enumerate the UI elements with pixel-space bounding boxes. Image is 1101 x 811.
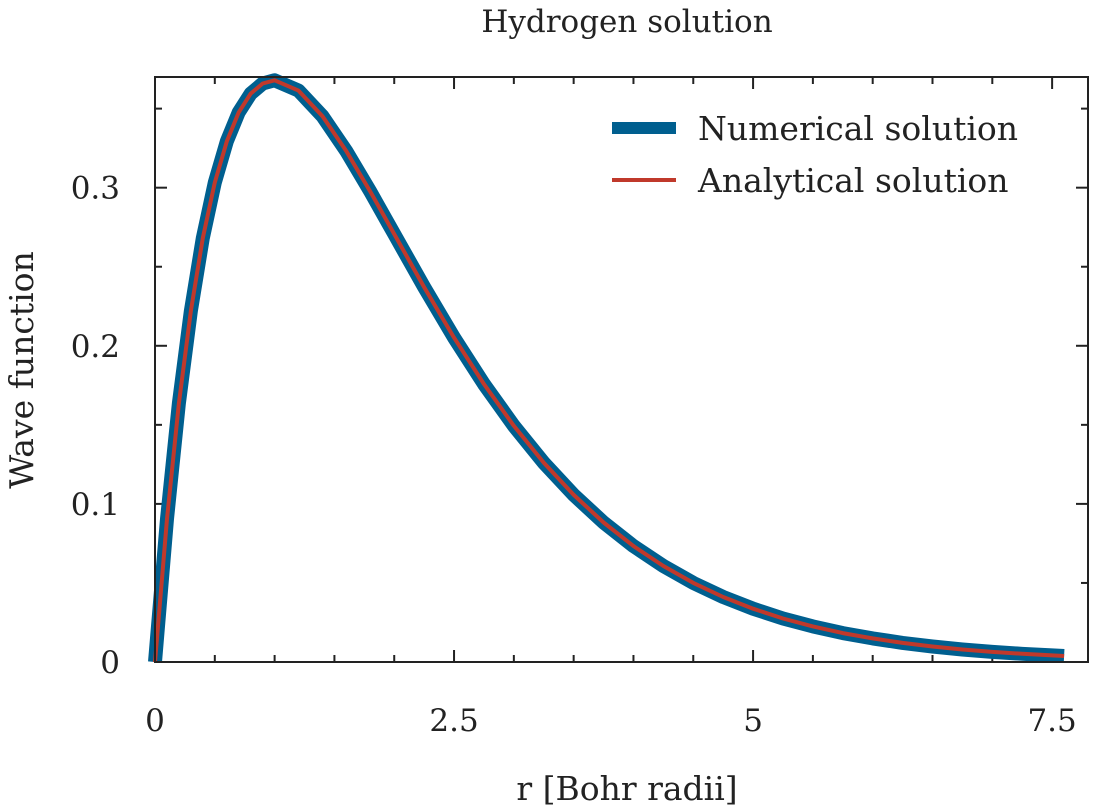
legend-label-numerical: Numerical solution: [698, 109, 1018, 148]
y-axis-label: Wave function: [2, 251, 41, 489]
x-tick-label: 7.5: [1027, 703, 1076, 739]
axis-tick-labels: 0 2.5 5 7.5 0 0.1 0.2 0.3: [71, 171, 1077, 739]
x-tick-label: 0: [145, 703, 165, 739]
series-layer: [148, 73, 1065, 663]
legend: Numerical solution Analytical solution: [612, 109, 1018, 200]
chart-title: Hydrogen solution: [481, 4, 772, 40]
y-tick-label: 0.3: [71, 171, 120, 207]
y-tick-label: 0.1: [71, 487, 120, 523]
y-tick-label: 0.2: [71, 329, 120, 365]
plot-frame: [154, 76, 1089, 663]
x-tick-label: 5: [743, 703, 763, 739]
y-tick-label: 0: [100, 645, 120, 681]
legend-label-analytical: Analytical solution: [697, 161, 1009, 200]
series-line-analytical: [153, 78, 1065, 663]
x-tick-label: 2.5: [429, 703, 478, 739]
x-axis-label: r [Bohr radii]: [516, 769, 737, 808]
